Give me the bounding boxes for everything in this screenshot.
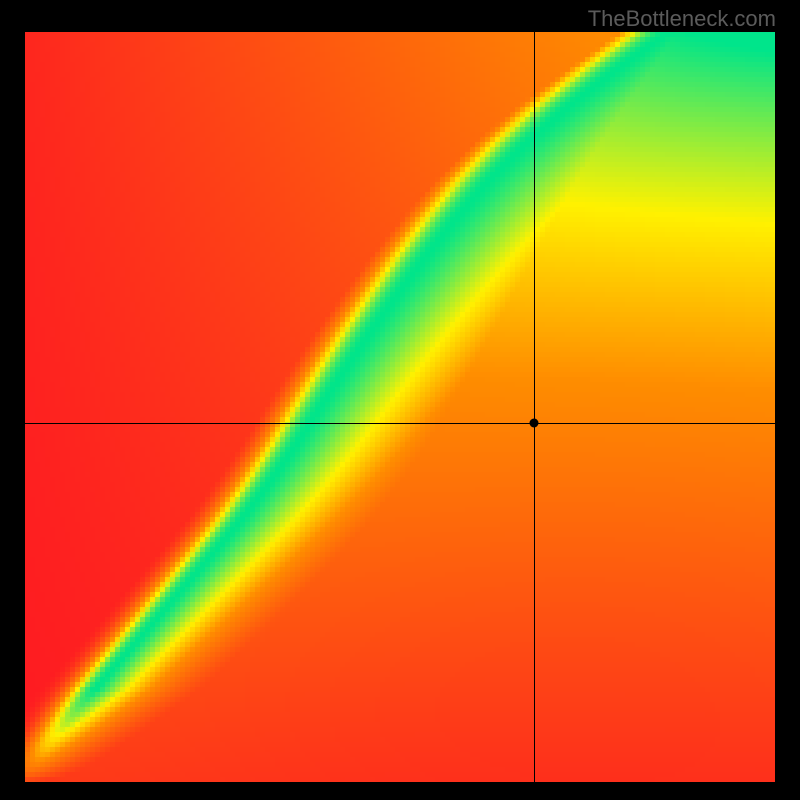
watermark-text: TheBottleneck.com (588, 6, 776, 32)
heatmap-canvas (25, 32, 775, 782)
marker-dot (529, 418, 538, 427)
crosshair-vertical (534, 32, 535, 782)
heatmap-plot (25, 32, 775, 782)
crosshair-horizontal (25, 423, 775, 424)
